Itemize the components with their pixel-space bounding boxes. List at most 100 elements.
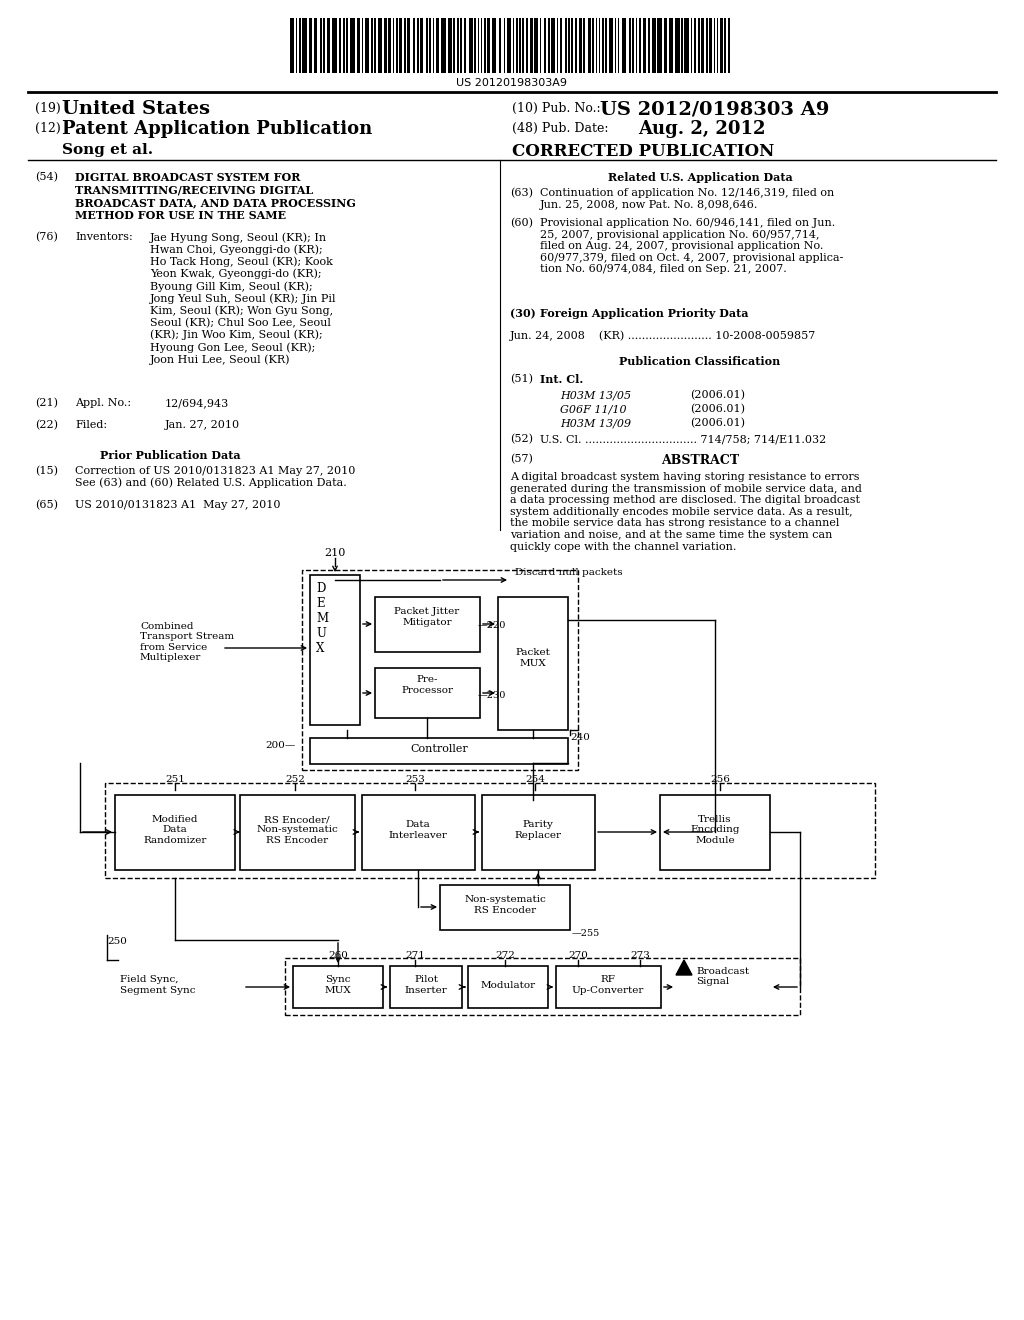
Text: Provisional application No. 60/946,141, filed on Jun.
25, 2007, provisional appl: Provisional application No. 60/946,141, … <box>540 218 844 275</box>
Bar <box>636 18 637 73</box>
Bar <box>362 795 475 870</box>
Text: Continuation of application No. 12/146,319, filed on
Jun. 25, 2008, now Pat. No.: Continuation of application No. 12/146,3… <box>540 187 835 210</box>
Text: 260: 260 <box>328 950 348 960</box>
Bar <box>588 18 591 73</box>
Text: H03M 13/09: H03M 13/09 <box>560 418 631 428</box>
Text: Pre-
Processor: Pre- Processor <box>401 676 453 694</box>
Bar <box>596 18 597 73</box>
Bar <box>361 18 362 73</box>
Text: —220: —220 <box>478 620 507 630</box>
Text: (2006.01): (2006.01) <box>690 404 745 414</box>
Text: Discard null packets: Discard null packets <box>515 568 623 577</box>
Text: 253: 253 <box>406 775 425 784</box>
Bar <box>346 18 348 73</box>
Text: Packet
MUX: Packet MUX <box>515 648 551 668</box>
Bar <box>332 18 337 73</box>
Text: 273: 273 <box>630 950 650 960</box>
Text: DIGITAL BROADCAST SYSTEM FOR
TRANSMITTING/RECEIVING DIGITAL
BROADCAST DATA, AND : DIGITAL BROADCAST SYSTEM FOR TRANSMITTIN… <box>75 172 356 222</box>
Text: United States: United States <box>62 100 210 117</box>
Polygon shape <box>676 960 692 975</box>
Text: Jun. 24, 2008    (KR) ........................ 10-2008-0059857: Jun. 24, 2008 (KR) .....................… <box>510 330 816 341</box>
Bar <box>519 18 520 73</box>
Text: (22): (22) <box>35 420 58 430</box>
Bar <box>709 18 712 73</box>
Bar <box>579 18 582 73</box>
Text: —230: —230 <box>478 690 507 700</box>
Text: Controller: Controller <box>411 744 468 754</box>
Bar <box>544 18 546 73</box>
Text: (51): (51) <box>510 374 534 384</box>
Bar <box>622 18 626 73</box>
Bar <box>639 18 640 73</box>
Bar <box>556 18 558 73</box>
Text: 12/694,943: 12/694,943 <box>165 399 229 408</box>
Bar <box>460 18 462 73</box>
Bar <box>302 18 307 73</box>
Bar <box>522 18 524 73</box>
Bar <box>694 18 695 73</box>
Text: Parity
Replacer: Parity Replacer <box>514 820 561 840</box>
Bar <box>310 576 360 725</box>
Bar <box>681 18 683 73</box>
Text: 272: 272 <box>495 950 515 960</box>
Bar <box>574 18 577 73</box>
Bar <box>724 18 726 73</box>
Bar <box>440 18 445 73</box>
Text: (2006.01): (2006.01) <box>690 389 745 400</box>
Bar <box>583 18 585 73</box>
Bar <box>392 18 394 73</box>
Bar <box>453 18 455 73</box>
Bar <box>296 18 297 73</box>
Text: US 2010/0131823 A1  May 27, 2010: US 2010/0131823 A1 May 27, 2010 <box>75 500 281 510</box>
Text: Modulator: Modulator <box>480 981 536 990</box>
Bar <box>339 18 341 73</box>
Bar <box>529 18 532 73</box>
Bar <box>669 18 673 73</box>
Text: Int. Cl.: Int. Cl. <box>540 374 584 385</box>
Text: Combined
Transport Stream
from Service
Multiplexer: Combined Transport Stream from Service M… <box>140 622 234 663</box>
Bar <box>483 18 485 73</box>
Bar <box>374 18 376 73</box>
Bar <box>327 18 330 73</box>
Text: (54): (54) <box>35 172 58 182</box>
Bar <box>464 18 466 73</box>
Bar <box>310 738 568 764</box>
Text: (30): (30) <box>510 308 536 319</box>
Bar <box>515 18 517 73</box>
Bar <box>480 18 482 73</box>
Text: Correction of US 2010/0131823 A1 May 27, 2010
See (63) and (60) Related U.S. App: Correction of US 2010/0131823 A1 May 27,… <box>75 466 355 488</box>
Text: U.S. Cl. ................................ 714/758; 714/E11.032: U.S. Cl. ...............................… <box>540 434 826 444</box>
Bar <box>568 18 569 73</box>
Bar <box>384 18 386 73</box>
Bar <box>526 18 528 73</box>
Text: (15): (15) <box>35 466 58 477</box>
Bar <box>105 783 874 878</box>
Bar <box>602 18 603 73</box>
Text: US 2012/0198303 A9: US 2012/0198303 A9 <box>600 100 829 117</box>
Bar <box>469 18 472 73</box>
Bar <box>302 570 578 770</box>
Bar <box>375 597 480 652</box>
Bar <box>504 18 505 73</box>
Bar <box>657 18 662 73</box>
Text: Song et al.: Song et al. <box>62 143 154 157</box>
Bar <box>717 18 718 73</box>
Bar <box>426 18 427 73</box>
Bar <box>697 18 699 73</box>
Text: Pilot
Inserter: Pilot Inserter <box>404 975 447 995</box>
Bar <box>371 18 373 73</box>
Text: RS Encoder/
Non-systematic
RS Encoder: RS Encoder/ Non-systematic RS Encoder <box>256 814 338 845</box>
Text: Related U.S. Application Data: Related U.S. Application Data <box>607 172 793 183</box>
Text: ABSTRACT: ABSTRACT <box>660 454 739 467</box>
Text: 251: 251 <box>165 775 185 784</box>
Bar <box>507 18 511 73</box>
Text: (10) Pub. No.:: (10) Pub. No.: <box>512 102 601 115</box>
Bar <box>314 18 317 73</box>
Bar <box>293 966 383 1008</box>
Text: US 20120198303A9: US 20120198303A9 <box>457 78 567 88</box>
Bar <box>342 18 344 73</box>
Bar <box>457 18 459 73</box>
Bar <box>440 884 570 931</box>
Text: (48) Pub. Date:: (48) Pub. Date: <box>512 121 608 135</box>
Bar <box>564 18 566 73</box>
